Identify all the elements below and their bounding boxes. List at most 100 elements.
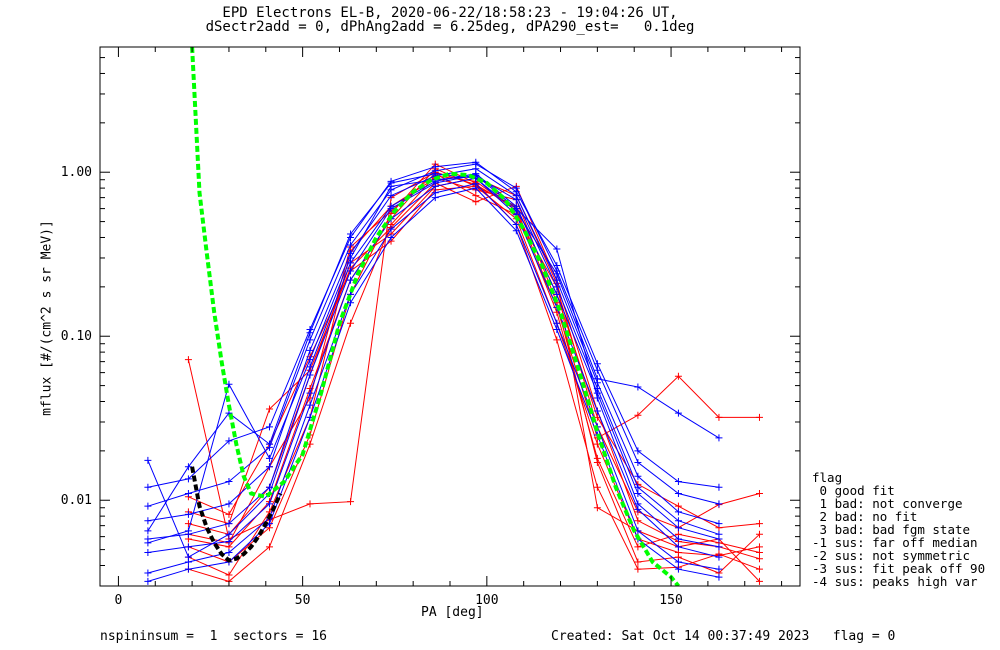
data-point-blue	[225, 530, 233, 538]
series-line-red	[188, 185, 760, 529]
data-point-blue	[674, 489, 682, 497]
data-point-red	[634, 558, 642, 566]
x-tick-label: 50	[295, 593, 311, 608]
data-point-blue	[225, 549, 233, 557]
data-point-blue	[634, 489, 642, 497]
series-line-blue	[147, 187, 719, 582]
data-point-blue	[431, 194, 439, 202]
x-tick-label: 100	[475, 593, 498, 608]
series-line-red	[187, 171, 760, 540]
data-point-blue	[184, 475, 192, 483]
series-line-blue	[147, 163, 720, 507]
data-point-blue	[144, 456, 152, 464]
data-point-blue	[715, 573, 723, 581]
data-point-blue	[144, 483, 152, 491]
footer-right: Created: Sat Oct 14 00:37:49 2023 flag =…	[551, 629, 896, 644]
data-point-blue	[306, 363, 314, 371]
data-point-blue	[144, 517, 152, 525]
chart-title-line2: dSectr2add = 0, dPhAng2add = 6.25deg, dP…	[205, 19, 695, 35]
data-point-blue	[553, 325, 561, 333]
data-point-red	[265, 405, 273, 413]
flag-legend: flag 0 good fit 1 bad: not converge 2 ba…	[812, 471, 985, 588]
data-point-blue	[144, 527, 152, 535]
data-point-blue	[306, 356, 314, 364]
data-point-blue	[265, 454, 273, 462]
data-point-blue	[553, 261, 561, 269]
data-point-blue	[634, 483, 642, 491]
data-point-blue	[184, 463, 192, 471]
data-point-blue	[593, 375, 601, 383]
data-point-blue	[634, 458, 642, 466]
data-point-red	[593, 454, 601, 462]
flag-legend-item: 3 bad: bad fgm state	[812, 522, 971, 537]
series-line-blue	[147, 175, 720, 544]
data-point-blue	[674, 524, 682, 532]
data-point-blue	[225, 538, 233, 546]
fit-curve-green	[190, 47, 680, 586]
x-tick-label: 0	[115, 593, 123, 608]
fit-curve-black	[190, 466, 283, 563]
data-point-blue	[225, 437, 233, 445]
data-point-blue	[144, 549, 152, 557]
data-point-red	[347, 498, 355, 506]
data-point-blue	[674, 409, 682, 417]
data-point-red	[553, 336, 561, 344]
data-point-red	[755, 489, 763, 497]
data-point-blue	[184, 543, 192, 551]
data-point-blue	[512, 196, 520, 204]
data-point-blue	[593, 394, 601, 402]
data-point-blue	[184, 527, 192, 535]
series-line-blue	[147, 173, 720, 540]
data-point-blue	[347, 233, 355, 241]
data-point-blue	[265, 500, 273, 508]
data-point-blue	[306, 325, 314, 333]
data-point-blue	[347, 254, 355, 262]
data-point-red	[755, 549, 763, 557]
data-point-blue	[512, 227, 520, 235]
series-line-red	[188, 168, 760, 557]
data-point-blue	[472, 184, 480, 192]
flag-legend-item: -2 sus: not symmetric	[812, 548, 971, 563]
data-point-blue	[431, 179, 439, 187]
y-tick-label: 0.01	[61, 493, 92, 508]
flag-legend-item: -3 sus: fit peak off 90	[812, 561, 986, 576]
flag-legend-item: -4 sus: peaks high var	[812, 574, 978, 589]
data-point-blue	[553, 283, 561, 291]
data-point-red	[225, 571, 233, 579]
data-point-red	[755, 565, 763, 573]
data-point-red	[593, 483, 601, 491]
data-point-blue	[144, 502, 152, 510]
data-point-red	[634, 565, 642, 573]
data-point-blue	[674, 517, 682, 525]
y-tick-label: 1.00	[61, 165, 92, 180]
data-point-red	[306, 500, 314, 508]
series-line-blue	[147, 161, 719, 488]
data-point-red	[593, 504, 601, 512]
data-point-red	[634, 517, 642, 525]
data-point-blue	[184, 565, 192, 573]
flag-legend-item: 2 bad: no fit	[812, 509, 918, 524]
data-point-blue	[553, 270, 561, 278]
data-point-blue	[634, 472, 642, 480]
data-point-red	[755, 530, 763, 538]
data-point-red	[265, 543, 273, 551]
data-point-blue	[715, 520, 723, 528]
data-point-blue	[593, 366, 601, 374]
data-point-blue	[674, 558, 682, 566]
data-point-blue	[387, 225, 395, 233]
footer-left: nspininsum = 1 sectors = 16	[100, 629, 327, 644]
x-axis-label: PA [deg]	[421, 605, 484, 620]
data-point-blue	[715, 543, 723, 551]
data-point-red	[755, 577, 763, 585]
data-point-blue	[512, 205, 520, 213]
data-point-blue	[634, 500, 642, 508]
data-point-blue	[387, 205, 395, 213]
data-point-blue	[593, 360, 601, 368]
data-point-blue	[634, 383, 642, 391]
data-point-blue	[472, 158, 480, 166]
data-point-blue	[715, 565, 723, 573]
series-line-red	[188, 175, 760, 582]
data-point-red	[634, 543, 642, 551]
series-line-red	[188, 177, 760, 576]
data-point-red	[755, 413, 763, 421]
